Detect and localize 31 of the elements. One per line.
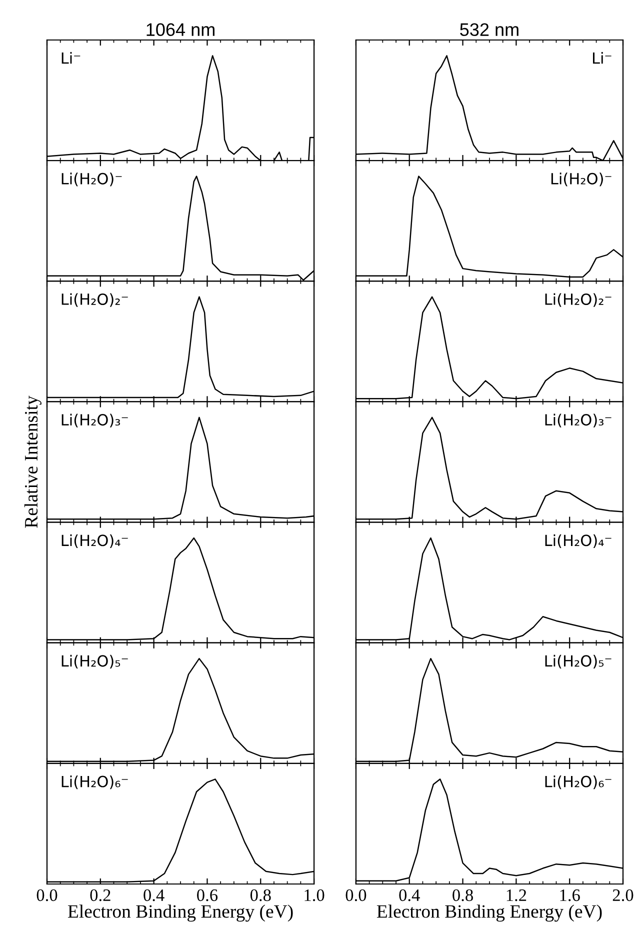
annotation: Li(H₂O)⁻ <box>62 172 122 186</box>
annotation: Li(H₂O)₄⁻ <box>62 534 128 548</box>
annotation: Li⁻ <box>592 52 612 64</box>
x-tick-label: 0.0 <box>346 889 366 902</box>
x-tick-label: 0.4 <box>399 889 420 902</box>
annotation: Li(H₂O)₆⁻ <box>545 775 612 790</box>
x-tick-label: 1.2 <box>506 889 526 902</box>
x-tick-label: 1.6 <box>560 889 580 902</box>
x-tick-label: 0.4 <box>144 889 164 902</box>
x-tick-label: 0.0 <box>36 889 58 902</box>
x-axis-title: Electron Binding Energy (eV) <box>376 904 602 922</box>
x-tick-label: 0.8 <box>250 889 271 902</box>
chart-title: 1064 nm <box>146 23 214 36</box>
x-axis-title: Electron Binding Energy (eV) <box>68 904 293 922</box>
y-axis-title: Relative Intensity <box>24 396 42 528</box>
chart-title: 532 nm <box>460 23 518 36</box>
x-tick-label: 0.8 <box>452 889 473 902</box>
x-tick-label: 1.0 <box>304 889 324 902</box>
annotation: Li(H₂O)₄⁻ <box>545 534 612 548</box>
annotation: Li(H₂O)₃⁻ <box>545 414 612 428</box>
annotation: Li(H₂O)₆⁻ <box>62 775 128 790</box>
annotation: Li⁻ <box>62 52 80 64</box>
x-tick-label: 2.0 <box>612 889 634 902</box>
annotation: Li(H₂O)₂⁻ <box>62 293 128 307</box>
annotation: Li(H₂O)₂⁻ <box>545 293 612 307</box>
annotation: Li(H₂O)₅⁻ <box>545 654 612 669</box>
annotation: Li(H₂O)₅⁻ <box>62 654 128 669</box>
x-tick-label: 0.6 <box>197 889 218 902</box>
annotation: Li(H₂O)⁻ <box>551 172 612 186</box>
x-tick-label: 0.2 <box>90 889 110 902</box>
annotation: Li(H₂O)₃⁻ <box>62 414 128 428</box>
